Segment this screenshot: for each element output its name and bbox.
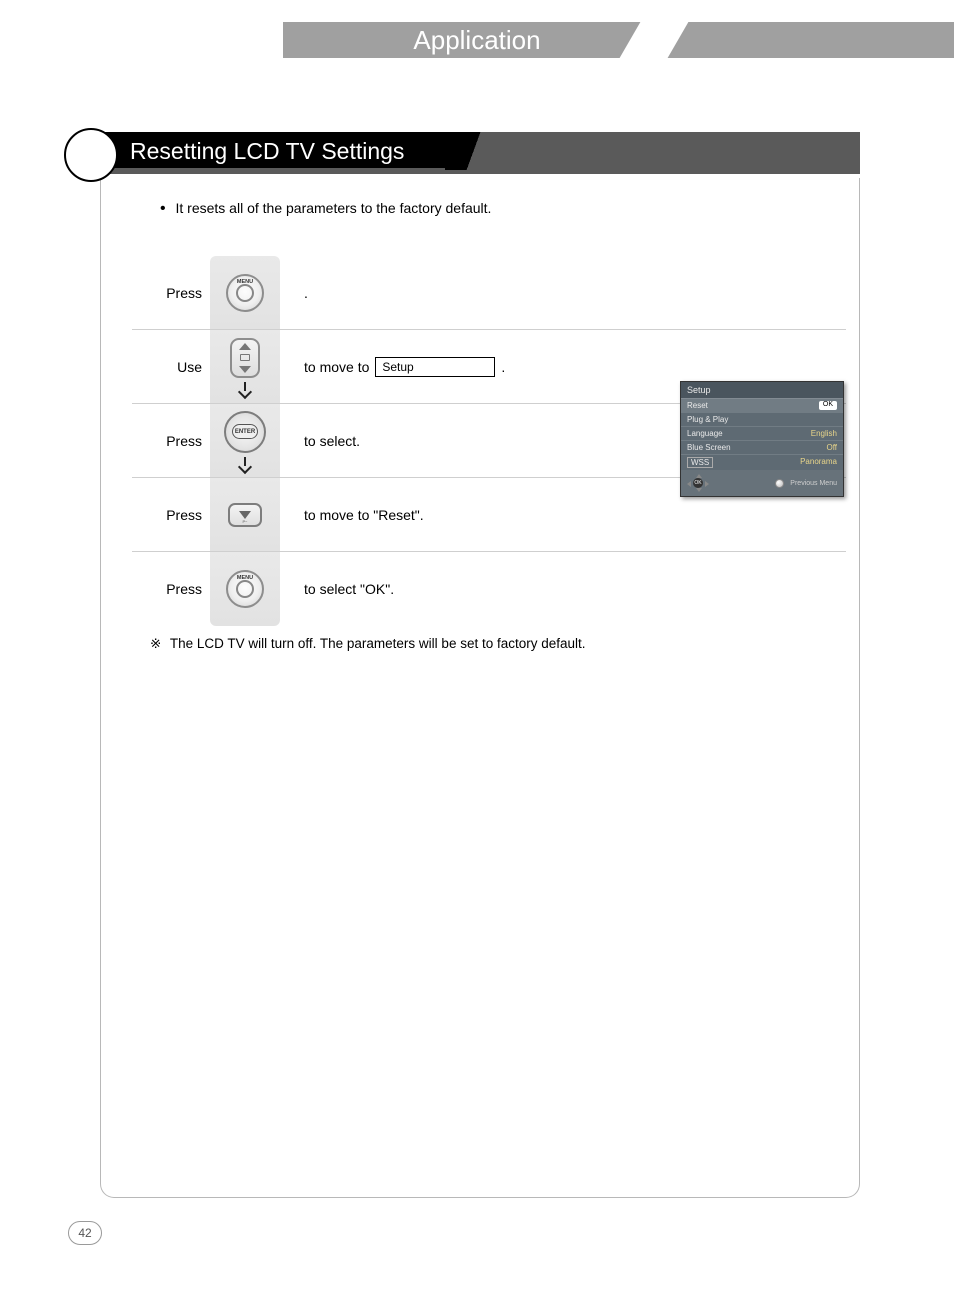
down-button-sublabel: P−: [242, 519, 247, 524]
osd-row-value: Off: [826, 443, 837, 452]
menu-button-ring: [236, 580, 254, 598]
osd-setup-menu: Setup Reset OK Plug & Play Language Engl…: [680, 381, 844, 497]
triangle-up-icon: [239, 343, 251, 350]
osd-row-value: English: [811, 429, 837, 438]
enter-button-label: ENTER: [232, 424, 258, 439]
remote-button-cell: [210, 330, 280, 403]
header-title: Application: [0, 22, 954, 58]
step-desc-prefix: to select.: [304, 433, 360, 449]
menu-button-label: MENU: [237, 575, 253, 581]
osd-row: Reset OK: [681, 398, 843, 412]
step-description: .: [280, 285, 308, 301]
remote-button-cell: ENTER: [210, 404, 280, 477]
section-heading: Resetting LCD TV Settings: [130, 132, 404, 170]
osd-row: Plug & Play: [681, 412, 843, 426]
arrow-down-icon: [238, 382, 252, 396]
osd-row-value: OK: [819, 401, 837, 410]
step-desc-prefix: to move to: [304, 359, 369, 375]
heading-slant: [445, 132, 505, 170]
osd-footer-text: Previous Menu: [790, 480, 837, 487]
step-desc-prefix: to select "OK".: [304, 581, 394, 597]
bullet-dot: •: [160, 200, 166, 217]
step-label: Press: [132, 507, 210, 523]
osd-row-key: Blue Screen: [687, 443, 731, 452]
osd-row: Language English: [681, 426, 843, 440]
intro-text: It resets all of the parameters to the f…: [176, 200, 492, 216]
step-description: to select "OK".: [280, 581, 394, 597]
osd-row-key: WSS: [687, 457, 713, 468]
step-label: Press: [132, 285, 210, 301]
menu-button-icon: MENU: [226, 274, 264, 312]
osd-row: WSS Panorama: [681, 454, 843, 470]
step-desc-suffix: .: [501, 359, 505, 375]
heading-bar-right: [500, 132, 860, 170]
menu-button-ring: [236, 284, 254, 302]
step-row: Press MENU to select "OK".: [132, 552, 846, 626]
remote-button-cell: P−: [210, 478, 280, 551]
osd-nav-center: OK: [693, 478, 703, 488]
enter-button-icon: ENTER: [224, 411, 266, 453]
remote-button-cell: MENU: [210, 256, 280, 329]
menu-button-icon: MENU: [226, 570, 264, 608]
step-desc-suffix: .: [304, 285, 308, 301]
osd-footer-ball-icon: [775, 479, 784, 488]
updown-button-icon: [230, 338, 260, 378]
menu-target-box: Setup: [375, 357, 495, 377]
tv-icon: [240, 354, 250, 361]
triangle-down-icon: [239, 511, 251, 519]
step-description: to move to Setup .: [280, 357, 505, 377]
footnote: ※ The LCD TV will turn off. The paramete…: [150, 636, 586, 652]
osd-row-value: Panorama: [800, 457, 837, 468]
remote-button-cell: MENU: [210, 552, 280, 626]
step-description: to select.: [280, 433, 360, 449]
step-label: Use: [132, 359, 210, 375]
footnote-text: The LCD TV will turn off. The parameters…: [170, 636, 586, 651]
heading-bullet-inner: [75, 139, 107, 171]
triangle-down-icon: [239, 366, 251, 373]
osd-row: Blue Screen Off: [681, 440, 843, 454]
osd-row-key: Reset: [687, 401, 708, 410]
step-description: to move to "Reset".: [280, 507, 424, 523]
step-row: Press MENU .: [132, 256, 846, 330]
step-label: Press: [132, 433, 210, 449]
step-desc-prefix: to move to "Reset".: [304, 507, 424, 523]
osd-row-key: Language: [687, 429, 723, 438]
osd-title: Setup: [681, 382, 843, 398]
menu-button-label: MENU: [237, 279, 253, 285]
down-button-icon: P−: [228, 503, 262, 527]
osd-row-key: Plug & Play: [687, 415, 728, 424]
footnote-mark: ※: [150, 636, 160, 651]
arrow-down-icon: [238, 457, 252, 471]
step-label: Press: [132, 581, 210, 597]
osd-nav-icon: OK: [687, 474, 709, 492]
osd-footer: OK Previous Menu: [681, 470, 843, 496]
intro-line: • It resets all of the parameters to the…: [160, 200, 491, 218]
page-number: 42: [68, 1221, 102, 1245]
